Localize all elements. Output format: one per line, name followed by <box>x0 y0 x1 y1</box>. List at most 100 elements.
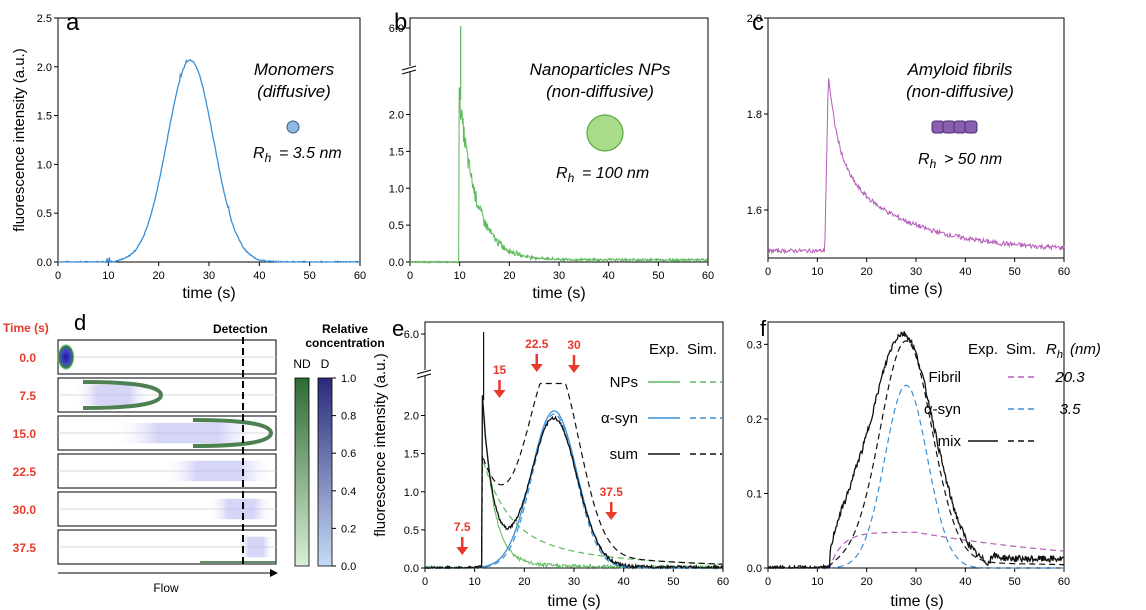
time-arrow-label: 7.5 <box>454 520 471 534</box>
panel-d: d Time (s) Detection 0.0 7.5 15.0 22.5 30.0 3… <box>3 310 385 595</box>
x-tick-label: 0 <box>765 576 771 588</box>
time-arrow-head <box>568 365 580 373</box>
panel-e-xlabel: time (s) <box>547 593 600 610</box>
time-arrow-label: 30 <box>567 338 581 352</box>
monomer-sphere-icon <box>286 120 300 134</box>
x-tick-label: 30 <box>910 576 922 588</box>
x-tick-label: 30 <box>568 576 580 588</box>
y-tick-label: 0.0 <box>37 257 52 269</box>
fibril-sim-curve <box>768 531 1065 569</box>
diffusive-plume <box>163 460 274 482</box>
time-row-label: 15.0 <box>13 427 37 441</box>
y-tick-label: 0.2 <box>747 414 762 426</box>
x-tick-label: 40 <box>959 266 971 278</box>
time-row-label: 30.0 <box>13 503 37 517</box>
x-tick-label: 40 <box>253 270 265 282</box>
legend-f-exp-head: Exp. <box>968 341 998 358</box>
panel-d-detection-label: Detection <box>213 322 268 336</box>
y-tick-label: 1.5 <box>37 111 52 123</box>
y-tick-label: 2.0 <box>404 411 419 423</box>
diffusive-plume <box>113 422 263 444</box>
y-tick-label: 2.0 <box>747 13 762 25</box>
time-arrow-label: 15 <box>493 363 507 377</box>
nanoparticle-curve <box>409 87 708 264</box>
y-tick-label: 0.5 <box>37 208 52 220</box>
x-tick-label: 0 <box>407 270 413 282</box>
panel-a-frame <box>57 17 361 263</box>
x-tick-label: 60 <box>1058 576 1070 588</box>
y-tick-label: 1.6 <box>747 205 762 217</box>
x-tick-label: 50 <box>667 576 679 588</box>
asyn-exp-curve <box>425 410 723 569</box>
y-tick-label: 1.5 <box>404 449 419 461</box>
x-tick-label: 0 <box>55 270 61 282</box>
x-tick-label: 10 <box>811 266 823 278</box>
x-tick-label: 60 <box>717 576 729 588</box>
x-tick-label: 30 <box>553 270 565 282</box>
y-tick-label: 2.5 <box>37 13 52 25</box>
colorbar-d <box>317 377 333 567</box>
nps-exp-curve <box>425 398 724 570</box>
fibril-chain-icon <box>931 120 978 134</box>
sum-sim-curve <box>425 382 723 569</box>
colorbar-d-label: D <box>321 357 330 371</box>
panel-f-x-ticks: 0 10 20 30 40 50 60 <box>765 568 1070 588</box>
y-tick-label: 6.0 <box>389 23 404 35</box>
panel-a-rh-symbol: Rh <box>253 145 272 165</box>
panel-b-rh-symbol: Rh <box>556 165 575 185</box>
x-tick-label: 60 <box>702 270 714 282</box>
panel-b-letter: b <box>394 9 407 36</box>
y-tick-label: 0.0 <box>389 257 404 269</box>
colorbar-nd <box>294 377 310 567</box>
time-arrow-label: 37.5 <box>600 485 624 499</box>
panel-e-legend: NPs α-syn sum <box>601 374 722 463</box>
time-row-label: 0.0 <box>19 351 36 365</box>
x-tick-label: 30 <box>203 270 215 282</box>
diffusive-plume <box>238 536 274 558</box>
legend-f-rh-value: 20.3 <box>1054 369 1085 386</box>
panel-a-title-1: Monomers <box>254 60 335 79</box>
y-tick-label: 1.0 <box>404 487 419 499</box>
y-tick-label: 2.0 <box>37 62 52 74</box>
time-row-label: 7.5 <box>19 389 36 403</box>
panel-e-arrows: 7.5 15 22.5 30 37.5 <box>454 337 623 555</box>
panel-f-y-ticks: 0.0 0.1 0.2 0.3 <box>747 339 768 575</box>
x-tick-label: 20 <box>518 576 530 588</box>
flow-arrow <box>58 569 278 577</box>
time-arrow-head <box>605 512 618 520</box>
legend-f-label: mix <box>938 433 962 450</box>
colorbar-tick-label: 0.4 <box>341 486 356 498</box>
time-arrow-label: 22.5 <box>525 337 549 351</box>
panel-a-letter: a <box>66 9 80 36</box>
nps-sim-curve <box>425 458 723 569</box>
flow-label: Flow <box>153 581 179 595</box>
panel-a-rh-value: = 3.5 nm <box>279 145 342 162</box>
panel-b-x-ticks: 0 10 20 30 40 50 60 <box>407 262 714 282</box>
panel-c: c 1.6 1.8 2.0 0 10 20 30 40 50 60 time (s) Amylo… <box>747 9 1070 298</box>
panel-d-time-header: Time (s) <box>3 321 49 335</box>
x-tick-label: 30 <box>910 266 922 278</box>
non-diffusive-front <box>82 380 164 410</box>
panel-c-title-2: (non-diffusive) <box>906 82 1014 101</box>
panel-e-ylabel: fluorescence intensity (a.u.) <box>372 353 389 536</box>
colorbar-tick-label: 0.8 <box>341 411 356 423</box>
panel-a-title-2: (diffusive) <box>257 82 331 101</box>
panel-c-x-ticks: 0 10 20 30 40 50 60 <box>765 258 1070 278</box>
colorbar-tick-label: 0.0 <box>341 561 356 573</box>
x-tick-label: 20 <box>503 270 515 282</box>
y-tick-label: 0.1 <box>747 488 762 500</box>
x-tick-label: 50 <box>1009 266 1021 278</box>
mix-exp-curve <box>767 331 1065 570</box>
monomer-curve <box>58 58 360 263</box>
panel-f-frame <box>767 321 1065 569</box>
panel-c-letter: c <box>752 9 764 36</box>
panel-e-y-ticks: 0.0 0.5 1.0 1.5 2.0 6.0 <box>404 329 425 575</box>
panel-d-letter: d <box>74 310 86 335</box>
time-arrow-head <box>456 547 469 555</box>
legend-f-rh-unit: (nm) <box>1070 341 1101 358</box>
legend-e-sim-head: Sim. <box>687 341 717 358</box>
panel-c-xlabel: time (s) <box>889 281 942 298</box>
panel-f: f 0.0 0.1 0.2 0.3 0 10 20 30 40 50 60 time (s) Ex… <box>747 316 1101 610</box>
panel-b-xlabel: time (s) <box>532 285 585 302</box>
